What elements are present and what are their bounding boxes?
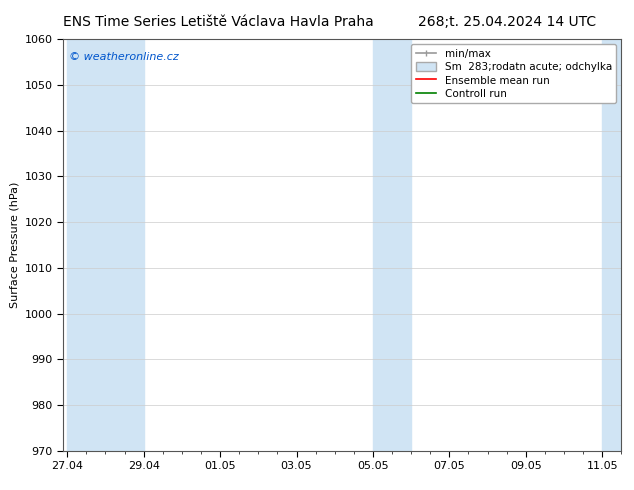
Legend: min/max, Sm  283;rodatn acute; odchylka, Ensemble mean run, Controll run: min/max, Sm 283;rodatn acute; odchylka, … [411, 45, 616, 103]
Text: © weatheronline.cz: © weatheronline.cz [69, 51, 179, 62]
Y-axis label: Surface Pressure (hPa): Surface Pressure (hPa) [10, 182, 19, 308]
Bar [602, 39, 621, 451]
Bar [373, 39, 411, 451]
Text: ENS Time Series Letiště Václava Havla Praha: ENS Time Series Letiště Václava Havla Pr… [63, 15, 374, 29]
Text: 268;t. 25.04.2024 14 UTC: 268;t. 25.04.2024 14 UTC [418, 15, 597, 29]
Bar [67, 39, 144, 451]
